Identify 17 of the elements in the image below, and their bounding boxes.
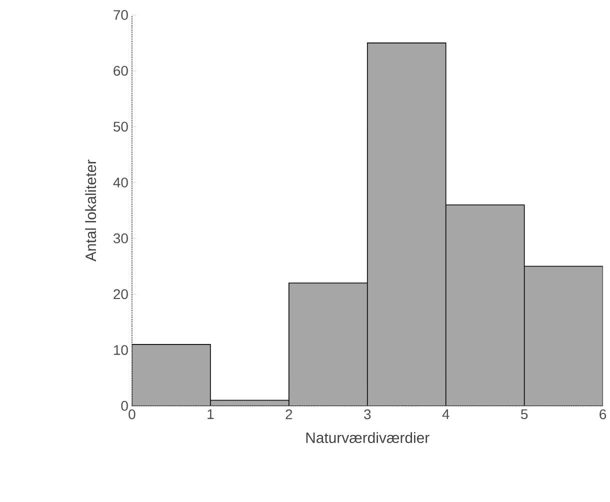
y-axis-title: Antal lokaliteter <box>85 160 96 262</box>
y-tick-label: 60 <box>114 66 128 76</box>
y-tick-label: 50 <box>114 122 128 132</box>
y-tick-label: 0 <box>121 400 128 411</box>
x-axis-title: Naturværdiværdier <box>306 432 430 444</box>
x-tick-label: 5 <box>521 409 528 420</box>
y-tick-label: 30 <box>113 233 128 244</box>
x-tick-label: 0 <box>128 409 136 420</box>
x-tick-label: 2 <box>286 409 292 420</box>
x-tick-label: 4 <box>442 409 450 420</box>
x-tick-label: 6 <box>600 409 606 420</box>
y-tick-label: 20 <box>114 289 128 300</box>
x-tick-label: 3 <box>364 409 371 420</box>
x-tick-label: 1 <box>208 409 214 420</box>
y-tick-label: 10 <box>114 345 128 356</box>
y-tick-label: 40 <box>113 178 128 188</box>
y-tick-label: 70 <box>114 10 128 20</box>
